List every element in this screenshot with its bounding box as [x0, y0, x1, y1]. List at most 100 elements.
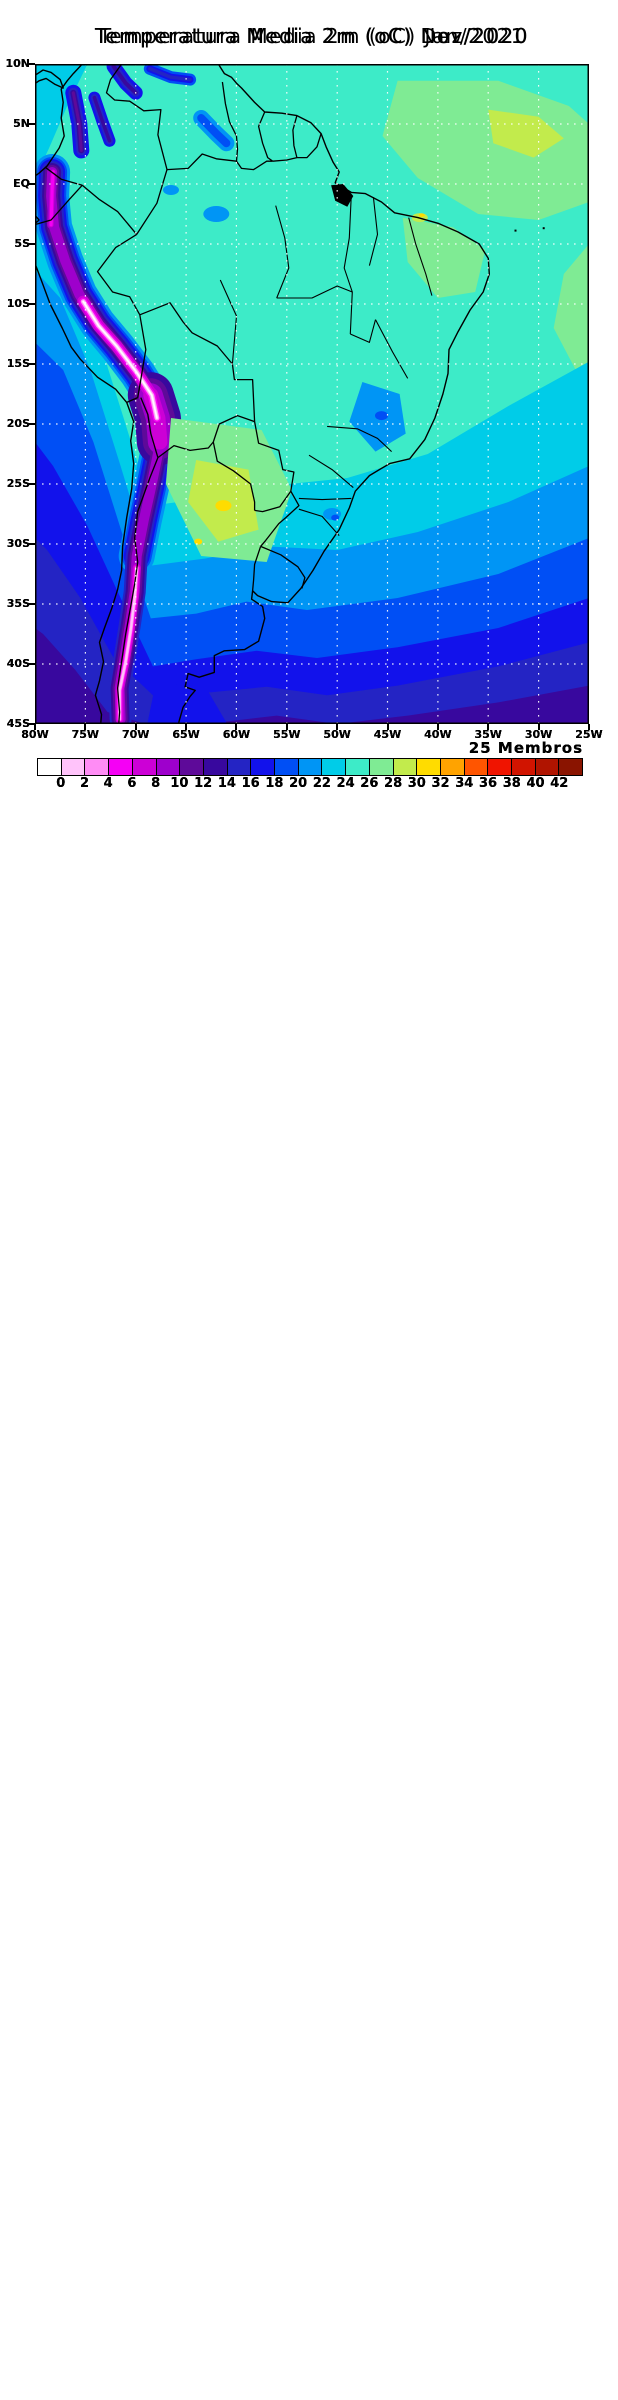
lon-label: 75W [71, 728, 100, 741]
lat-label: 15S [6, 357, 30, 370]
colorbar-cell [155, 759, 180, 775]
colorbar-cell [321, 759, 346, 775]
colorbar-tick-label: 32 [431, 776, 450, 791]
colorbar-tick-label: 12 [194, 776, 213, 791]
lon-label: 30W [524, 728, 553, 741]
lon-label: 60W [222, 728, 251, 741]
lon-label: 40W [424, 728, 452, 741]
lat-tick [29, 603, 35, 605]
lat-label: 5N [13, 117, 30, 130]
colorbar-cell [274, 759, 298, 775]
lon-label: 45W [373, 728, 402, 741]
ensemble-members-label: 25 Membros [468, 739, 583, 757]
colorbar-cell [487, 759, 512, 775]
south-america-temperature-map [35, 64, 589, 724]
lat-label: 5S [14, 237, 30, 250]
colorbar-cell [368, 759, 393, 775]
lat-label: 25S [6, 477, 30, 490]
lon-label: 75W [71, 728, 100, 741]
colorbar-tick-label: 24 [336, 776, 355, 791]
colorbar-cell [179, 759, 203, 775]
colorbar-tick-label: 30 [407, 776, 426, 791]
colorbar-cell [392, 759, 417, 775]
lon-label: 35W [474, 728, 502, 741]
lat-label: EQ [13, 177, 30, 190]
colorbar-cell [108, 759, 132, 775]
colorbar-tick-label: 42 [550, 776, 569, 791]
lon-tick [34, 724, 36, 730]
lon-label: 70W [121, 728, 150, 741]
lat-label: 5S [14, 237, 30, 250]
lat-tick [29, 483, 35, 485]
lat-label: EQ [13, 177, 30, 190]
colorbar-tick-label: 34 [455, 776, 474, 791]
colorbar-tick-label: 30 [407, 776, 426, 791]
colorbar-tick-label: 30 [407, 776, 426, 791]
colorbar-tick-label: 24 [336, 776, 355, 791]
colorbar-tick-label: 20 [289, 776, 308, 791]
colorbar-cell [345, 759, 369, 775]
lat-label: 10N [5, 57, 30, 70]
lon-label: 70W [121, 728, 150, 741]
temperature-field [35, 64, 589, 724]
lat-tick [29, 423, 35, 425]
lat-label: 15S [6, 357, 30, 370]
lat-tick [29, 543, 35, 545]
map-title: Temperatura Media 2m (oC) Nov/2020 [94, 24, 530, 48]
colorbar-cell [511, 759, 535, 775]
lat-label: 45S [6, 717, 30, 730]
colorbar-tick-label: 8 [151, 776, 161, 791]
lon-label: 40W [424, 728, 452, 741]
colorbar-tick-label: 10 [170, 776, 189, 791]
lon-label: 50W [323, 728, 351, 741]
colorbar-cell [558, 759, 583, 775]
lat-label: 45S [6, 717, 30, 730]
colorbar-tick-label: 18 [265, 776, 284, 791]
colorbar-tick-label: 10 [170, 776, 189, 791]
colorbar-cell [60, 759, 85, 775]
colorbar-cell [534, 759, 559, 775]
colorbar-tick-label: 18 [265, 776, 284, 791]
colorbar-cell [416, 759, 440, 775]
colorbar-tick-label: 32 [431, 776, 450, 791]
lat-label: 30S [6, 537, 30, 550]
colorbar-tick-label: 4 [103, 776, 113, 791]
lon-label: 30W [524, 728, 553, 741]
map-title: Temperatura Media 2m (oC) Jan/2021 [98, 24, 526, 48]
lat-label: 10N [5, 57, 30, 70]
lon-label: 25W [575, 728, 603, 741]
lat-tick [29, 63, 35, 65]
lon-label: 65W [172, 728, 200, 741]
lat-label: 10N [5, 57, 30, 70]
lon-label: 60W [222, 728, 251, 741]
lat-label: EQ [13, 177, 30, 190]
lon-label: 65W [172, 728, 200, 741]
colorbar-tick-label: 20 [289, 776, 308, 791]
colorbar-tick-label: 14 [217, 776, 236, 791]
colorbar-tick-label: 28 [384, 776, 403, 791]
colorbar-tick-label: 6 [127, 776, 137, 791]
lon-label: 80W [21, 728, 49, 741]
lon-tick [587, 724, 590, 730]
temperature-colorbar [37, 758, 583, 776]
lon-label: 65W [172, 728, 200, 741]
colorbar-tick-label: 0 [56, 776, 66, 791]
colorbar-tick-label: 34 [455, 776, 474, 791]
ensemble-members-label: 25 Membros [468, 739, 583, 757]
colorbar-cell [131, 759, 156, 775]
colorbar-tick-label: 2 [79, 776, 89, 791]
lat-label: 20S [6, 417, 30, 430]
colorbar-tick-label: 14 [217, 776, 236, 791]
lat-label: 45S [6, 717, 30, 730]
colorbar-tick-label: 28 [384, 776, 403, 791]
lon-label: 45W [373, 728, 402, 741]
lon-tick [336, 724, 339, 730]
colorbar-tick-label: 34 [455, 776, 474, 791]
colorbar-tick-label: 42 [550, 776, 569, 791]
colorbar-cell [439, 759, 464, 775]
lat-tick [29, 123, 35, 125]
lon-label: 25W [575, 728, 603, 741]
lat-label: 10S [6, 297, 30, 310]
lon-label: 50W [323, 728, 351, 741]
colorbar-tick-label: 0 [56, 776, 66, 791]
